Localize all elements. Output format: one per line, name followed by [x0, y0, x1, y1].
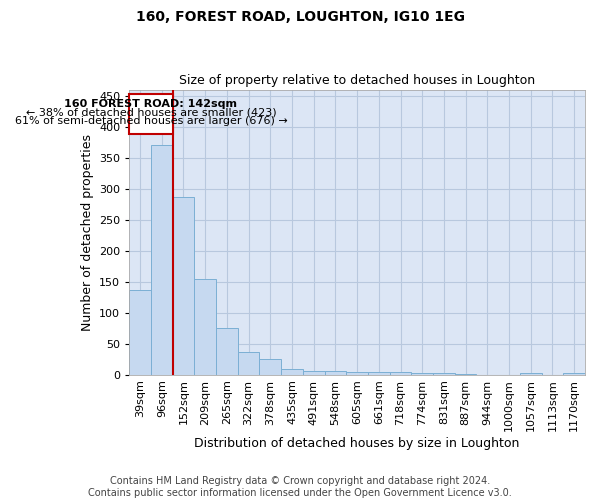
Text: 160, FOREST ROAD, LOUGHTON, IG10 1EG: 160, FOREST ROAD, LOUGHTON, IG10 1EG [136, 10, 464, 24]
Title: Size of property relative to detached houses in Loughton: Size of property relative to detached ho… [179, 74, 535, 87]
Text: ← 38% of detached houses are smaller (423): ← 38% of detached houses are smaller (42… [26, 108, 276, 118]
Bar [389, 372, 412, 374]
Bar [173, 197, 194, 374]
Bar [325, 371, 346, 374]
Bar [368, 372, 389, 374]
Text: 160 FOREST ROAD: 142sqm: 160 FOREST ROAD: 142sqm [64, 99, 238, 109]
Bar [216, 328, 238, 374]
Bar [520, 373, 542, 374]
Bar [563, 373, 585, 374]
Bar [303, 371, 325, 374]
Text: Contains HM Land Registry data © Crown copyright and database right 2024.
Contai: Contains HM Land Registry data © Crown c… [88, 476, 512, 498]
Bar [346, 372, 368, 374]
Bar [238, 352, 259, 374]
X-axis label: Distribution of detached houses by size in Loughton: Distribution of detached houses by size … [194, 437, 520, 450]
Bar [151, 146, 173, 374]
Bar [129, 290, 151, 374]
Bar [194, 278, 216, 374]
Text: 61% of semi-detached houses are larger (676) →: 61% of semi-detached houses are larger (… [14, 116, 287, 126]
Bar [259, 359, 281, 374]
Y-axis label: Number of detached properties: Number of detached properties [80, 134, 94, 330]
FancyBboxPatch shape [129, 94, 173, 134]
Bar [281, 368, 303, 374]
